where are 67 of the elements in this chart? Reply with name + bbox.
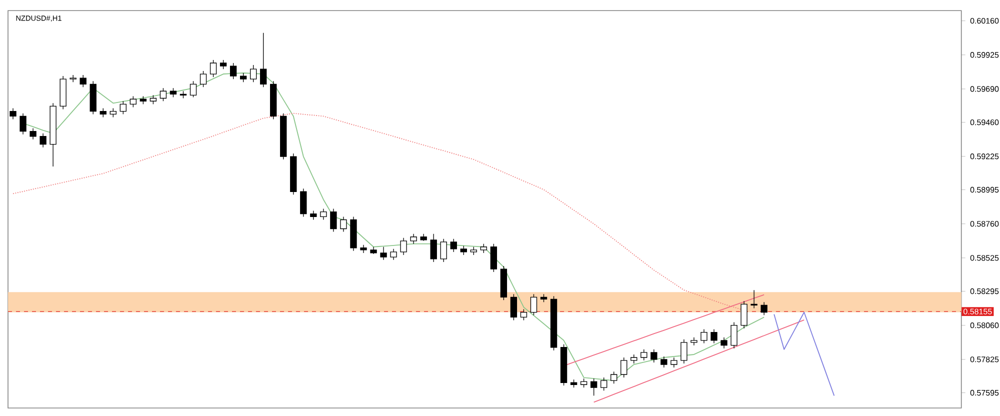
candlestick bbox=[320, 208, 327, 220]
candlestick bbox=[760, 302, 768, 316]
y-tick-label: 0.57595 bbox=[970, 390, 999, 396]
candlestick bbox=[650, 349, 658, 363]
candlestick bbox=[670, 357, 678, 368]
candlestick bbox=[20, 112, 26, 135]
candlestick bbox=[130, 96, 137, 108]
candlestick bbox=[640, 349, 648, 361]
candlestick bbox=[390, 248, 397, 260]
candlestick bbox=[430, 233, 437, 262]
candlestick bbox=[250, 64, 257, 82]
candlestick bbox=[260, 32, 267, 88]
candlestick bbox=[330, 208, 337, 232]
candlestick bbox=[230, 62, 237, 80]
y-tick-label: 0.58995 bbox=[970, 186, 999, 193]
y-tick-label: 0.57825 bbox=[970, 356, 999, 362]
candlestick bbox=[200, 70, 207, 88]
candlestick bbox=[450, 238, 457, 252]
y-tick-label: 0.58760 bbox=[970, 220, 999, 227]
candlestick bbox=[10, 108, 16, 120]
y-tick-label: 0.59690 bbox=[970, 86, 999, 92]
candlestick bbox=[120, 100, 127, 115]
candlestick bbox=[210, 60, 217, 78]
candlestick bbox=[610, 371, 618, 384]
y-tick-label: 0.59460 bbox=[970, 119, 999, 126]
candlestick bbox=[220, 60, 227, 70]
candlestick bbox=[740, 300, 748, 329]
y-tick-label: 0.60160 bbox=[970, 18, 999, 24]
candlestick bbox=[520, 308, 528, 321]
y-tick-label: 0.58525 bbox=[970, 255, 999, 261]
line-series bbox=[774, 312, 835, 396]
candlestick bbox=[490, 243, 498, 272]
candlestick bbox=[410, 233, 417, 244]
candlestick bbox=[750, 290, 758, 309]
candlestick bbox=[440, 238, 447, 262]
candlestick bbox=[190, 80, 197, 98]
candlestick bbox=[30, 128, 36, 140]
candlestick bbox=[360, 244, 367, 254]
y-tick-label: 0.59225 bbox=[970, 154, 999, 160]
candlestick bbox=[730, 322, 738, 349]
candlestick bbox=[700, 328, 708, 344]
candlestick bbox=[160, 88, 167, 102]
candlestick bbox=[240, 72, 247, 82]
ref-line-label: 0.58155 bbox=[964, 308, 992, 314]
candlestick bbox=[660, 356, 668, 368]
candlestick bbox=[690, 337, 698, 346]
candlestick bbox=[400, 238, 407, 256]
y-tick-label: 0.58295 bbox=[970, 288, 999, 294]
candlestick bbox=[80, 74, 86, 88]
candlestick bbox=[300, 188, 307, 218]
candlestick bbox=[710, 328, 718, 344]
candlestick bbox=[600, 377, 608, 391]
candlestick bbox=[480, 243, 488, 254]
candlestick bbox=[620, 357, 628, 378]
candlestick bbox=[170, 88, 177, 98]
y-tick-label: 0.58060 bbox=[970, 322, 999, 328]
candlestick bbox=[460, 246, 467, 256]
candlestick bbox=[680, 339, 688, 364]
candlestick bbox=[310, 210, 317, 220]
candlestick bbox=[530, 294, 538, 316]
candlestick bbox=[40, 133, 46, 148]
candlestick bbox=[510, 294, 518, 321]
y-tick-label: 0.59925 bbox=[970, 52, 999, 58]
candlestick bbox=[380, 246, 387, 260]
candlestick bbox=[590, 378, 598, 396]
candlestick bbox=[720, 337, 728, 349]
candlestick bbox=[340, 216, 347, 232]
